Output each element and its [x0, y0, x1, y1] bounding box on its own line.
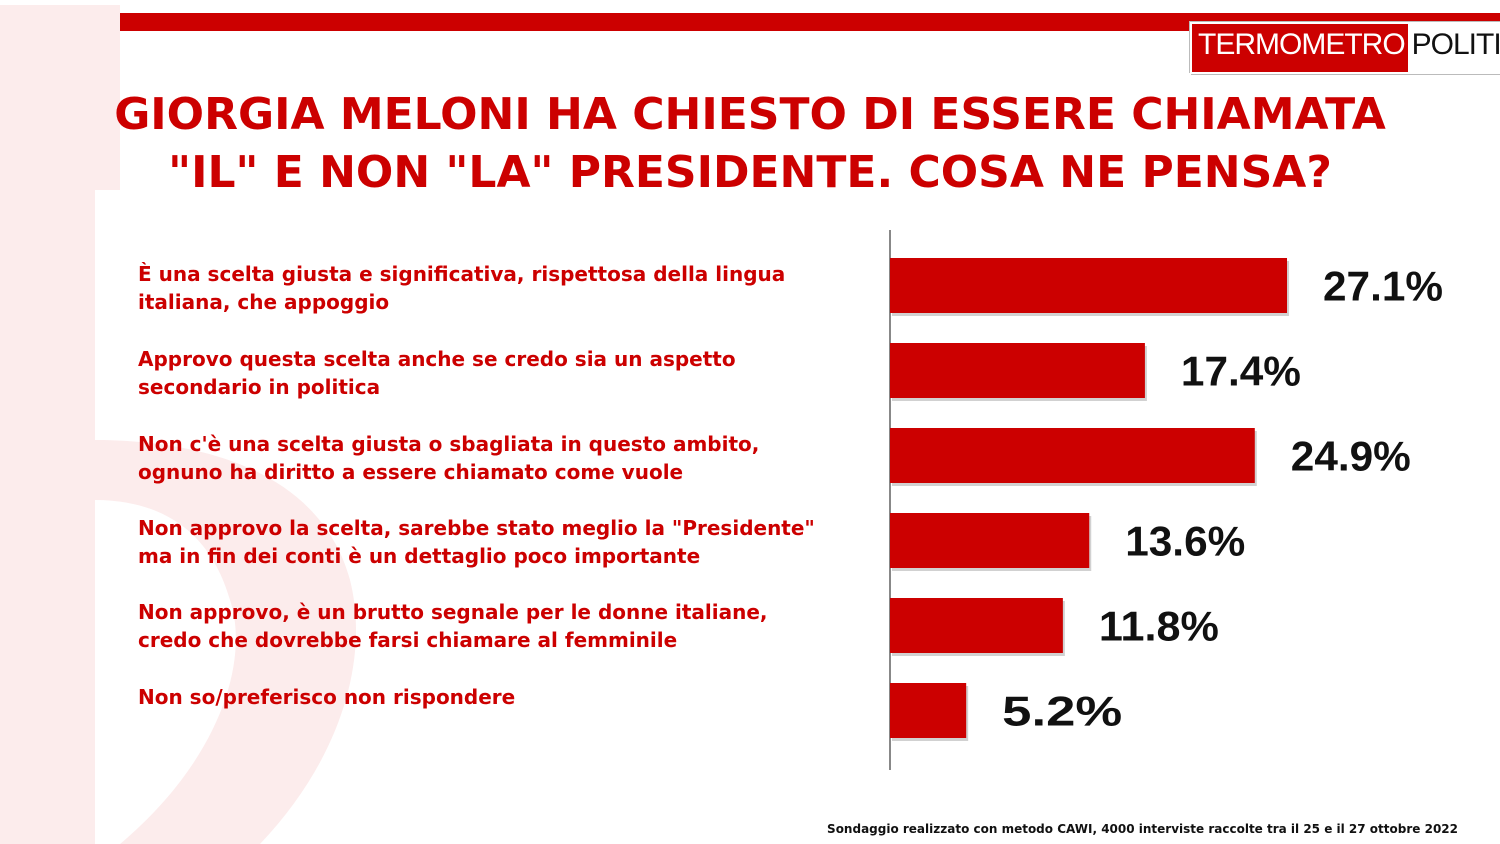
bar-value-label: 13.6%: [1125, 518, 1245, 565]
bar: [890, 513, 1090, 568]
answer-label: Approvo questa scelta anche se credo sia…: [138, 347, 736, 399]
bar: [890, 598, 1063, 653]
answer-label: Non so/preferisco non rispondere: [138, 685, 516, 709]
answer-label: Non approvo la scelta, sarebbe stato meg…: [138, 516, 815, 568]
answer-label: Non c'è una scelta giusta o sbagliata in…: [138, 432, 760, 484]
bar: [890, 258, 1288, 313]
background-watermark: [0, 5, 356, 844]
chart-title-line-2: "IL" E NON "LA" PRESIDENTE. COSA NE PENS…: [168, 147, 1332, 198]
termometro-politico-logo: TERMOMETRO POLITICO: [1190, 22, 1500, 74]
bar-value-label: 11.8%: [1099, 603, 1219, 650]
bar: [890, 428, 1255, 483]
bar-value-label: 5.2%: [1002, 688, 1122, 735]
bar-value-label: 17.4%: [1181, 348, 1301, 395]
survey-footnote: Sondaggio realizzato con metodo CAWI, 40…: [827, 822, 1458, 836]
logo-text-termometro: TERMOMETRO: [1192, 24, 1408, 72]
bar-chart: 27.1% 17.4% 24.9% 13.6% 11.8% 5.2%: [880, 228, 1480, 773]
logo-text-politico: POLITICO: [1407, 24, 1500, 72]
bar: [890, 343, 1145, 398]
answer-label: È una scelta giusta e significativa, ris…: [138, 262, 786, 314]
bar-chart-svg: 27.1% 17.4% 24.9% 13.6% 11.8% 5.2%: [889, 230, 1443, 770]
bar: [890, 683, 967, 738]
bar-value-label: 24.9%: [1291, 433, 1411, 480]
chart-title-line-1: GIORGIA MELONI HA CHIESTO DI ESSERE CHIA…: [114, 89, 1386, 140]
chart-title: GIORGIA MELONI HA CHIESTO DI ESSERE CHIA…: [0, 86, 1500, 202]
bar-value-label: 27.1%: [1323, 263, 1443, 310]
top-accent-bar: [0, 13, 1500, 31]
answer-label: Non approvo, è un brutto segnale per le …: [138, 600, 768, 652]
